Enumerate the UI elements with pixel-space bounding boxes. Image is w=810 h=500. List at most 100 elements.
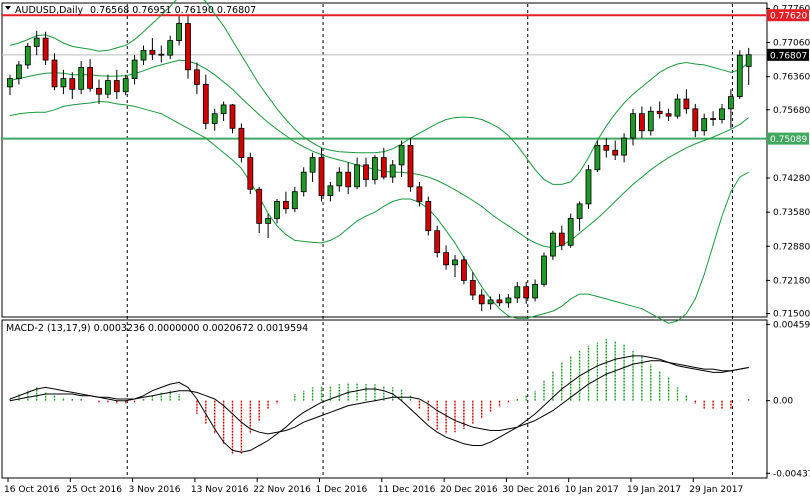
candle-63: [567, 213, 574, 248]
bull-candle-body: [398, 144, 405, 166]
bear-candle-body: [42, 37, 49, 61]
bull-candle-body: [621, 137, 627, 156]
bull-candle-body: [211, 113, 218, 124]
candle-75: [674, 94, 681, 119]
bull-candle-body: [736, 54, 743, 98]
candle-19: [176, 16, 183, 46]
candle-16: [149, 38, 156, 61]
bear-candle-body: [656, 110, 663, 115]
candle-69: [621, 133, 627, 163]
bear-candle-body: [603, 144, 610, 151]
candle-57: [514, 281, 521, 303]
bull-candle-body: [220, 104, 227, 115]
price-panel-frame: [1, 2, 768, 318]
bull-candle-body: [728, 96, 734, 110]
candle-7: [69, 72, 76, 100]
price-tick-label: 0.77060: [773, 39, 810, 49]
candle-34: [309, 152, 316, 182]
bull-candle-body: [674, 98, 681, 117]
bull-candle-body: [78, 66, 85, 90]
candle-49: [443, 245, 450, 270]
bear-candle-body: [416, 186, 423, 202]
candle-4: [42, 31, 49, 65]
bear-candle-body: [282, 201, 289, 210]
macd-label: MACD-2 (13,17,9) 0.0003236 0.0000000 0.0…: [6, 323, 308, 334]
candle-77: [692, 103, 699, 138]
candle-10: [96, 79, 102, 104]
macd-tick-label: 0.00: [773, 397, 793, 407]
bear-candle-body: [87, 66, 93, 89]
last-price-tag-box: [767, 48, 809, 61]
bull-candle-body: [745, 54, 752, 67]
bear-candle-body: [683, 98, 690, 110]
price-tick-label: 0.73580: [773, 208, 810, 218]
macd-axis: 0.004595 0.00 -0.004378: [766, 320, 810, 479]
support-price-tag-box: [767, 132, 809, 145]
candle-14: [131, 55, 138, 85]
candle-24: [220, 101, 227, 121]
bull-candle-body: [60, 78, 67, 88]
bull-candle-body: [176, 23, 183, 41]
candle-72: [647, 106, 654, 136]
bear-candle-body: [229, 104, 236, 129]
bear-candle-body: [692, 108, 699, 132]
bollinger-upper-band: [9, 0, 750, 185]
macd-main-line: [9, 355, 749, 453]
macd-indicator: [9, 339, 750, 454]
price-tick-label: 0.72180: [773, 276, 810, 286]
bear-candle-body: [69, 78, 76, 90]
bull-candle-body: [265, 218, 272, 224]
bear-candle-body: [113, 80, 120, 93]
candle-55: [496, 294, 503, 307]
candle-27: [247, 152, 254, 195]
bull-candle-body: [336, 171, 343, 187]
bull-candle-body: [550, 232, 556, 257]
candle-5: [51, 53, 58, 91]
bull-candle-body: [594, 144, 601, 171]
bear-candle-body: [238, 127, 245, 158]
candle-56: [505, 294, 512, 308]
candle-59: [532, 279, 538, 302]
candle-51: [460, 256, 467, 285]
bollinger-lower-band: [9, 100, 749, 324]
support-price-tag-text: 0.75089: [770, 135, 807, 145]
candle-62: [558, 225, 565, 251]
bear-candle-body: [478, 294, 485, 305]
macd-signal-line: [9, 360, 749, 435]
dropdown-triangle-icon[interactable]: [5, 6, 11, 10]
candlesticks: [7, 16, 752, 312]
candle-1: [15, 61, 22, 85]
candle-65: [585, 164, 592, 209]
time-tick-label: 16 Oct 2016: [4, 485, 60, 495]
candle-46: [416, 181, 423, 207]
candle-3: [33, 30, 40, 56]
candle-15: [140, 45, 147, 65]
candle-50: [452, 255, 458, 277]
level-tags: 0.77620 0.75089 0.76807: [767, 9, 809, 145]
time-tick-label: 19 Jan 2017: [627, 485, 681, 495]
time-tick-label: 25 Oct 2016: [66, 485, 122, 495]
candle-36: [327, 181, 334, 202]
price-tick-label: 0.72880: [773, 242, 810, 252]
bear-candle-body: [612, 149, 619, 156]
time-tick-label: 13 Nov 2016: [191, 485, 249, 495]
resistance-price-tag-box: [767, 9, 809, 22]
bull-candle-body: [719, 108, 725, 120]
bull-candle-body: [487, 299, 494, 305]
bull-candle-body: [647, 110, 654, 132]
bull-candle-body: [701, 118, 708, 132]
time-tick-label: 3 Nov 2016: [129, 485, 181, 495]
candle-54: [487, 296, 494, 310]
bear-candle-body: [710, 118, 716, 120]
candle-44: [398, 140, 405, 178]
bear-candle-body: [51, 59, 58, 88]
candle-82: [736, 50, 743, 100]
bear-candle-body: [460, 259, 467, 281]
resistance-price-tag-text: 0.77620: [770, 12, 807, 22]
candle-20: [185, 16, 191, 79]
candle-39: [354, 157, 361, 190]
candle-18: [167, 35, 174, 60]
macd-panel-frame: [1, 319, 768, 479]
bear-candle-body: [193, 69, 200, 85]
